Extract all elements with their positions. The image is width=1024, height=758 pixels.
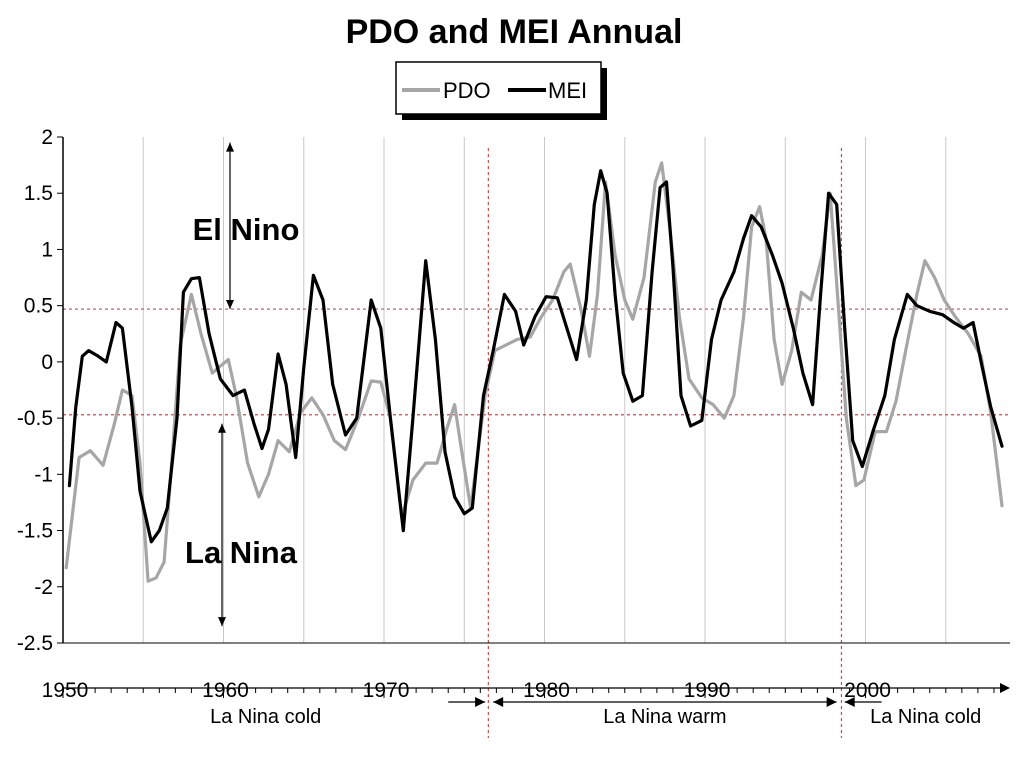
annotation-el-nino: El Nino	[193, 212, 300, 247]
legend: PDO MEI	[395, 61, 607, 120]
y-tick-label: 1.5	[24, 182, 53, 205]
annotation-la-nina-arrow-head-a	[218, 423, 226, 433]
x-tick-label: 1970	[363, 679, 410, 702]
legend-label-pdo: PDO	[443, 78, 491, 103]
plot-area: 2 1.5 1 0.5 0 -0.5 -1 -1.5 -2 -2.5 1950 1960 1970 198…	[17, 126, 1010, 738]
y-tick-label: -2.5	[17, 632, 53, 655]
y-tick-label: 0	[41, 351, 53, 374]
y-tick-label: -1	[34, 463, 53, 486]
region-label: La Nina cold	[210, 706, 321, 728]
series-line-mei	[67, 169, 1004, 544]
annotation-la-nina-arrow-head-b	[218, 617, 226, 627]
region-arrowhead	[475, 697, 486, 707]
region-arrowhead	[844, 697, 855, 707]
region-arrowhead	[826, 697, 837, 707]
y-tick-label: -2	[34, 576, 53, 599]
x-tick-label: 2000	[844, 679, 891, 702]
y-tick-label: 2	[41, 126, 53, 149]
x-tick-label: 1960	[202, 679, 249, 702]
region-arrowhead	[493, 697, 504, 707]
annotation-la-nina: La Nina	[185, 535, 298, 570]
chart-title: PDO and MEI Annual	[346, 13, 683, 51]
annotation-la-nina-label: La Nina	[185, 535, 298, 570]
x-tick-label: 1990	[684, 679, 731, 702]
annotation-el-nino-arrow-head-a	[226, 142, 234, 152]
annotation-el-nino-label: El Nino	[193, 212, 300, 247]
y-tick-label: -0.5	[17, 407, 53, 430]
annotation-el-nino-arrow-head-b	[226, 300, 234, 310]
y-tick-label: 1	[41, 238, 53, 261]
x-axis-arrowhead	[1000, 683, 1010, 693]
region-label: La Nina warm	[603, 706, 726, 728]
y-tick-label: -1.5	[17, 520, 53, 543]
y-tick-label: 0.5	[24, 295, 53, 318]
x-tick-label: 1980	[523, 679, 570, 702]
x-tick-label: 1950	[42, 679, 89, 702]
legend-label-mei: MEI	[548, 78, 587, 103]
region-label: La Nina cold	[870, 706, 981, 728]
